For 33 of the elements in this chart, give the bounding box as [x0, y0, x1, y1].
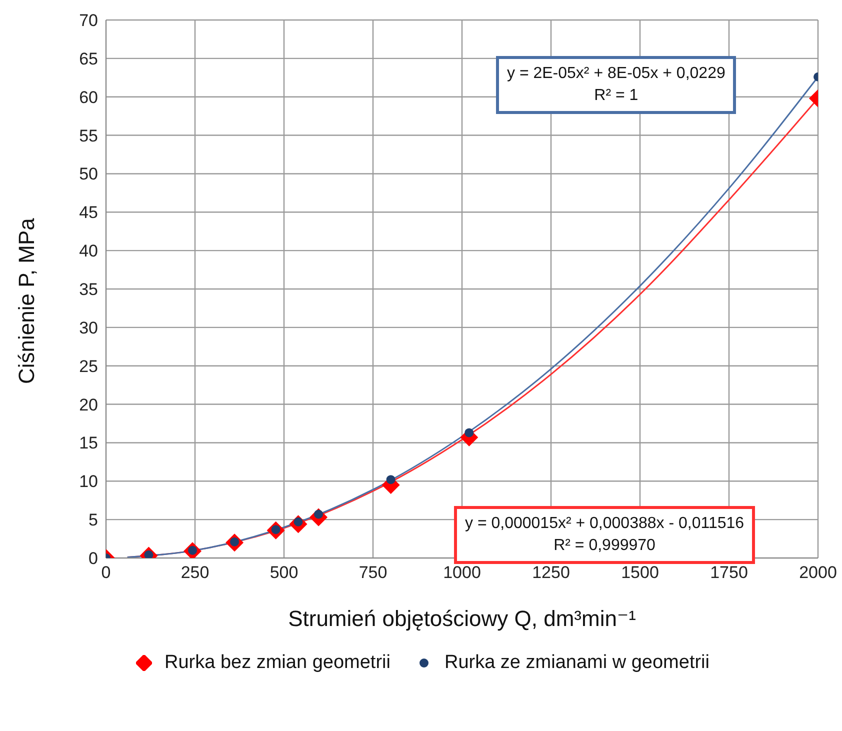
y-tick-label: 30 [79, 318, 98, 338]
y-tick-label: 50 [79, 164, 98, 184]
x-tick-label: 500 [270, 563, 298, 582]
y-tick-label: 55 [79, 126, 98, 146]
x-tick-label: 250 [180, 563, 210, 582]
y-tick-label: 10 [79, 472, 98, 492]
y-tick-label: 40 [79, 242, 98, 261]
y-tick-label: 0 [88, 549, 98, 568]
x-tick-label: 1750 [710, 563, 748, 582]
y-tick-label: 20 [79, 395, 98, 414]
y-tick-label: 25 [79, 356, 98, 376]
y-tick-label: 65 [79, 49, 98, 68]
y-tick-label: 15 [79, 434, 98, 453]
x-tick-label: 2000 [799, 563, 837, 582]
y-tick-label: 45 [79, 203, 98, 222]
x-tick-label: 750 [358, 563, 388, 582]
point [386, 475, 396, 484]
y-axis-title: Ciśnienie P, MPa [14, 217, 39, 384]
legend-label: Rurka ze zmianami w geometrii [444, 652, 710, 674]
equation-box: y = 2E-05x² + 8E-05x + 0,0229 R² = 1 [496, 56, 736, 114]
y-tick-label: 5 [88, 510, 98, 530]
x-tick-label: 1500 [621, 563, 659, 582]
x-tick-label: 0 [101, 563, 111, 582]
y-tick-label: 35 [79, 280, 98, 300]
annotation: y = 2E-05x² + 8E-05x + 0,0229 R² = 1 [507, 64, 726, 106]
legend-label: Rurka bez zmian geometrii [164, 652, 390, 674]
y-tick-label: 70 [79, 11, 98, 30]
x-axis-title: Strumień objętościowy Q, dm³min⁻¹ [288, 606, 636, 631]
x-tick-label: 1250 [532, 563, 570, 582]
y-tick-label: 60 [79, 88, 98, 107]
annotation: y = 0,000015x² + 0,000388x - 0,011516 R² = 0,999970 [465, 514, 744, 556]
x-tick-label: 1000 [443, 563, 481, 582]
equation-box: y = 0,000015x² + 0,000388x - 0,011516 R² = 0,999970 [454, 506, 756, 564]
